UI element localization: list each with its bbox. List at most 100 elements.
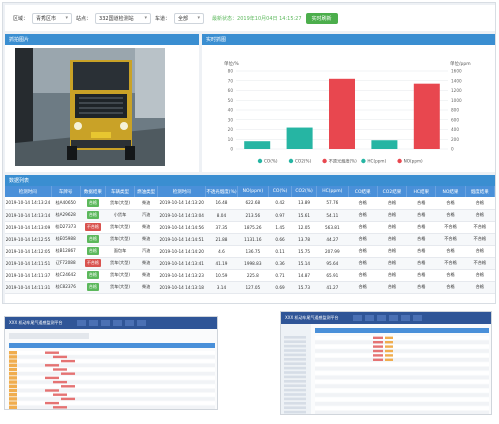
table-cell: 合格 xyxy=(465,281,495,294)
column-header[interactable]: CO2结果 xyxy=(377,186,408,197)
table-cell: 货车(大型) xyxy=(105,269,135,282)
table-cell: 15.61 xyxy=(291,209,317,222)
region-select[interactable]: 青秀区市 ▾ xyxy=(32,12,73,24)
table-cell: 柴油 xyxy=(134,233,158,246)
table-cell: 1131.16 xyxy=(237,233,269,246)
y-right-tick-label: 0 xyxy=(451,147,454,152)
table-cell: 2019-10-14 14:11:37 xyxy=(5,269,52,282)
table-cell: 127.05 xyxy=(237,281,269,294)
site-select[interactable]: 332国道检测站 ▾ xyxy=(95,12,152,24)
table-cell: 2019-10-14 14:14:51 xyxy=(157,233,206,246)
site-label: 站点： xyxy=(76,15,92,22)
y-right-tick-label: 800 xyxy=(451,108,459,113)
column-header[interactable]: 车辆类型 xyxy=(105,186,136,197)
table-cell: 小货车 xyxy=(105,209,135,222)
table-row[interactable]: 2019-10-14 14:13:24 桂A40650 合格 货车(大型) 柴油 2019… xyxy=(5,197,495,210)
refresh-button[interactable]: 实时刷新 xyxy=(305,12,338,24)
table-row[interactable]: 2019-10-14 14:11:51 辽F72088 不合格 货车(大型) 柴油 201… xyxy=(5,257,495,270)
table-cell: 合格 xyxy=(435,269,466,282)
table-cell: 货车(大型) xyxy=(105,233,135,246)
column-header[interactable]: HC(ppm) xyxy=(316,186,349,197)
y-axis-left-label: 单位/% xyxy=(224,60,240,67)
table-cell: 1998.83 xyxy=(237,257,269,270)
table-cell: 1875.26 xyxy=(237,221,269,234)
chart-legend: CO(%) CO2(%) 不透光烟度(%) HC(ppm) NO(ppm) xyxy=(257,158,423,165)
filter-bar: 区域： 青秀区市 ▾ 站点： 332国道检测站 ▾ 车道： 全部 ▾ 最新状态：201… xyxy=(5,5,495,31)
table-cell: 合格 xyxy=(377,269,407,282)
column-header[interactable]: NO结果 xyxy=(435,186,466,197)
table-row[interactable]: 2019-10-14 14:13:14 桂A29628 合格 小货车 汽油 2019-10… xyxy=(5,209,495,222)
table-cell: 57.76 xyxy=(316,197,348,210)
table-cell: 213.56 xyxy=(237,209,269,222)
table-cell: 不合格 xyxy=(435,257,466,270)
table-cell: 不合格 xyxy=(80,221,106,234)
data-list-panel: 数据列表 检测时间 车牌号 数据结果 车辆类型 燃油类型 检测时间 不透光烟度(%) NO(p… xyxy=(5,175,496,303)
column-header[interactable]: CO(%) xyxy=(268,186,293,197)
table-cell: 44.27 xyxy=(316,233,348,246)
thumbnail-right[interactable]: XXX 机动车尾气遥感监测平台 xyxy=(280,311,492,415)
table-cell: 2019-10-14 14:12:05 xyxy=(5,245,52,258)
column-header[interactable]: CO结果 xyxy=(348,186,378,197)
table-row[interactable]: 2019-10-14 14:13:09 桂D27373 不合格 货车(大型) 柴油 201… xyxy=(5,221,495,234)
column-header[interactable]: NO(ppm) xyxy=(237,186,270,197)
thumbnail-left[interactable]: XXX 机动车尾气遥感监测平台 xyxy=(4,316,218,410)
y-right-tick-label: 1600 xyxy=(451,69,462,74)
table-cell: 12.05 xyxy=(291,221,317,234)
y-left-tick-label: 60 xyxy=(228,88,234,93)
table-row[interactable]: 2019-10-14 14:12:55 桂E05988 合格 货车(大型) 柴油 2019… xyxy=(5,233,495,246)
bar-4 xyxy=(413,83,440,149)
table-row[interactable]: 2019-10-14 14:11:31 桂C82376 合格 货车(大型) 柴油 2019… xyxy=(5,281,495,294)
table-cell: 3.14 xyxy=(205,281,238,294)
result-badge: 合格 xyxy=(86,235,99,243)
table-cell: 合格 xyxy=(80,197,106,210)
table-cell: 15.14 xyxy=(291,257,317,270)
y-right-tick-label: 400 xyxy=(451,127,459,132)
column-header[interactable]: HC结果 xyxy=(406,186,437,197)
table-cell: 桂A40650 xyxy=(51,197,81,210)
table-cell: 货车(大型) xyxy=(105,197,135,210)
table-cell: 货车(大型) xyxy=(105,281,135,294)
y-right-tick-label: 600 xyxy=(451,117,459,122)
column-header[interactable]: 车牌号 xyxy=(51,186,81,197)
column-header[interactable]: 检测时间 xyxy=(157,186,207,197)
column-header[interactable]: CO2(%) xyxy=(291,186,318,197)
lane-select[interactable]: 全部 ▾ xyxy=(174,12,205,24)
bar-1 xyxy=(286,127,313,149)
result-badge: 合格 xyxy=(86,271,99,279)
table-cell: 不合格 xyxy=(465,221,495,234)
table-cell: 不合格 xyxy=(435,221,466,234)
column-header[interactable]: 检测时间 xyxy=(5,186,52,197)
table-cell: 54.11 xyxy=(316,209,348,222)
table-row[interactable]: 2019-10-14 14:11:37 桂C24642 合格 货车(大型) 柴油 2019… xyxy=(5,269,495,282)
y-left-tick-label: 70 xyxy=(228,78,234,83)
column-header[interactable]: 数据结果 xyxy=(80,186,106,197)
data-list-title: 数据列表 xyxy=(5,175,495,186)
table-cell: 207.99 xyxy=(316,245,348,258)
legend-label: CO2(%) xyxy=(295,159,311,164)
table-cell: 41.19 xyxy=(205,257,238,270)
table-cell: 4.6 xyxy=(205,245,238,258)
thumb-right-content xyxy=(281,324,491,414)
column-header[interactable]: 燃油类型 xyxy=(134,186,159,197)
bar-0 xyxy=(244,141,271,149)
table-cell: 合格 xyxy=(435,281,466,294)
legend-marker xyxy=(257,158,263,164)
thumb-left-header: XXX 机动车尾气遥感监测平台 xyxy=(5,317,217,329)
table-row[interactable]: 2019-10-14 14:12:05 桂B12867 合格 面包车 汽油 2019-10… xyxy=(5,245,495,258)
table-cell: 2019-10-14 14:11:31 xyxy=(5,281,52,294)
table-cell: 0.11 xyxy=(268,245,292,258)
legend-marker xyxy=(288,158,294,164)
table-cell: 0.69 xyxy=(268,281,292,294)
photo-panel-title: 抓拍图片 xyxy=(5,34,199,45)
y-left-tick-label: 50 xyxy=(228,98,234,103)
table-cell: 2019-10-14 14:13:18 xyxy=(157,281,206,294)
table-cell: 2019-10-14 14:14:20 xyxy=(157,245,206,258)
table-cell: 合格 xyxy=(377,221,407,234)
table-cell: 柴油 xyxy=(134,281,158,294)
table-cell: 面包车 xyxy=(105,245,135,258)
table-cell: 10.59 xyxy=(205,269,238,282)
table-cell: 不合格 xyxy=(465,257,495,270)
column-header[interactable]: 不透光烟度(%) xyxy=(205,186,238,197)
table-cell: 桂D27373 xyxy=(51,221,81,234)
column-header[interactable]: 烟度结果 xyxy=(465,186,496,197)
